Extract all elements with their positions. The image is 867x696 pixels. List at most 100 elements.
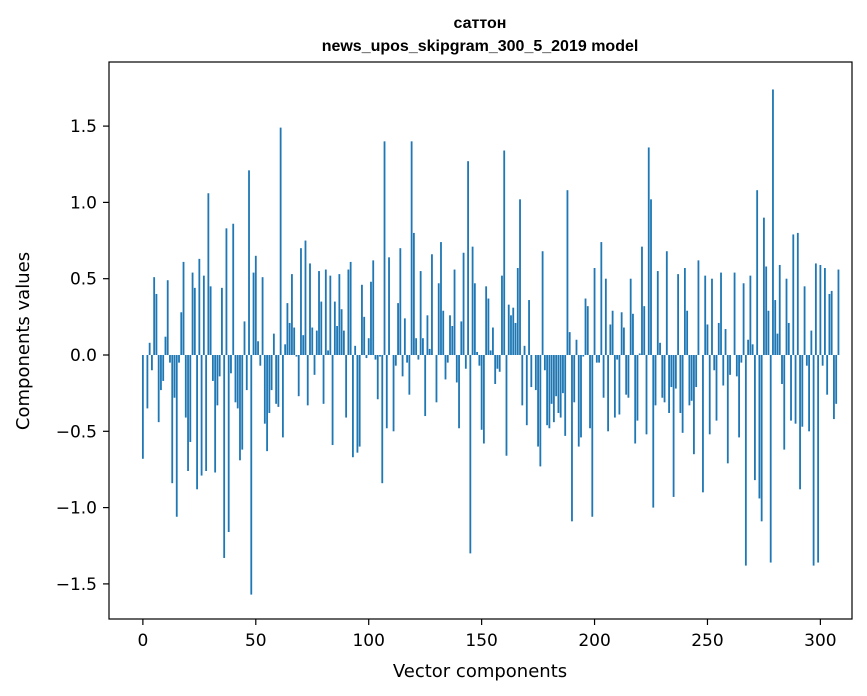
bar-294 bbox=[805, 355, 808, 366]
bar-218 bbox=[634, 355, 637, 444]
bar-306 bbox=[833, 355, 835, 420]
bar-111 bbox=[392, 355, 395, 432]
bar-289 bbox=[794, 355, 797, 424]
bar-195 bbox=[582, 355, 585, 357]
bar-205 bbox=[604, 278, 607, 355]
bar-156 bbox=[494, 355, 497, 384]
bar-192 bbox=[575, 339, 578, 355]
bar-286 bbox=[787, 322, 790, 355]
bar-79 bbox=[320, 301, 323, 355]
bar-87 bbox=[338, 274, 341, 355]
bar-43 bbox=[239, 355, 241, 461]
bar-262 bbox=[733, 272, 736, 355]
bar-270 bbox=[751, 344, 754, 355]
bar-84 bbox=[331, 355, 334, 446]
bar-101 bbox=[370, 281, 372, 355]
bar-95 bbox=[356, 355, 359, 453]
bar-11 bbox=[166, 280, 169, 355]
bar-13 bbox=[171, 355, 174, 484]
x-tick-label: 100 bbox=[352, 631, 384, 651]
y-tick-label: 1.5 bbox=[70, 117, 97, 137]
bar-134 bbox=[444, 355, 447, 380]
bar-93 bbox=[352, 355, 354, 458]
bar-104 bbox=[376, 355, 379, 400]
bar-244 bbox=[693, 355, 695, 455]
bar-228 bbox=[656, 271, 659, 355]
bar-187 bbox=[564, 355, 567, 436]
bar-33 bbox=[216, 355, 219, 406]
bar-116 bbox=[403, 318, 406, 355]
bar-221 bbox=[641, 246, 643, 355]
bar-190 bbox=[571, 355, 573, 522]
bar-46 bbox=[245, 355, 248, 391]
bar-27 bbox=[202, 275, 205, 355]
bar-209 bbox=[613, 355, 616, 418]
bar-303 bbox=[826, 355, 829, 395]
bar-58 bbox=[272, 333, 275, 355]
bar-160 bbox=[503, 150, 506, 355]
bar-70 bbox=[300, 248, 302, 355]
bar-299 bbox=[817, 355, 820, 563]
bar-14 bbox=[173, 355, 176, 398]
bar-159 bbox=[501, 275, 503, 355]
bar-120 bbox=[412, 232, 415, 355]
bar-152 bbox=[485, 286, 488, 355]
bar-167 bbox=[519, 199, 521, 355]
bar-263 bbox=[735, 355, 738, 377]
bar-216 bbox=[629, 278, 632, 355]
bar-20 bbox=[187, 355, 189, 471]
bar-158 bbox=[498, 355, 501, 372]
bar-271 bbox=[753, 355, 756, 481]
bar-94 bbox=[354, 345, 357, 355]
bar-72 bbox=[304, 240, 307, 355]
bar-175 bbox=[537, 355, 539, 447]
bar-39 bbox=[230, 355, 232, 374]
bar-211 bbox=[618, 355, 621, 415]
bar-293 bbox=[803, 286, 806, 355]
bar-232 bbox=[665, 251, 668, 355]
bar-142 bbox=[462, 252, 465, 355]
bar-180 bbox=[548, 355, 551, 429]
bar-188 bbox=[566, 190, 569, 355]
bar-139 bbox=[455, 355, 458, 383]
x-tick-label: 200 bbox=[578, 631, 610, 651]
bar-181 bbox=[550, 355, 553, 404]
bar-44 bbox=[241, 355, 244, 450]
bar-258 bbox=[724, 329, 727, 355]
bar-236 bbox=[674, 355, 677, 389]
bar-98 bbox=[363, 316, 366, 355]
bar-193 bbox=[577, 355, 580, 447]
bar-284 bbox=[783, 355, 786, 450]
bar-164 bbox=[512, 307, 515, 355]
bar-172 bbox=[530, 355, 533, 388]
bar-305 bbox=[830, 290, 833, 355]
bar-166 bbox=[516, 268, 519, 355]
bar-19 bbox=[184, 355, 187, 418]
bar-28 bbox=[205, 355, 208, 471]
bar-112 bbox=[394, 355, 397, 366]
bar-241 bbox=[686, 310, 689, 355]
bar-178 bbox=[543, 355, 546, 371]
bar-189 bbox=[568, 332, 571, 355]
bar-55 bbox=[266, 355, 268, 452]
bar-185 bbox=[559, 355, 562, 418]
bar-96 bbox=[358, 355, 361, 447]
bar-154 bbox=[489, 350, 492, 355]
bar-17 bbox=[180, 312, 183, 355]
bar-239 bbox=[681, 355, 684, 433]
bar-109 bbox=[388, 257, 390, 355]
bar-141 bbox=[460, 321, 463, 355]
bar-307 bbox=[835, 355, 838, 404]
bar-125 bbox=[424, 355, 427, 417]
bar-269 bbox=[749, 275, 752, 355]
bar-200 bbox=[593, 268, 596, 355]
bar-227 bbox=[654, 355, 657, 406]
bar-308 bbox=[837, 269, 840, 355]
bar-57 bbox=[270, 355, 273, 391]
bar-63 bbox=[284, 344, 287, 355]
bar-124 bbox=[422, 338, 424, 355]
bar-76 bbox=[313, 355, 316, 375]
bar-8 bbox=[160, 355, 162, 391]
bar-174 bbox=[534, 355, 537, 391]
bar-82 bbox=[327, 350, 329, 355]
